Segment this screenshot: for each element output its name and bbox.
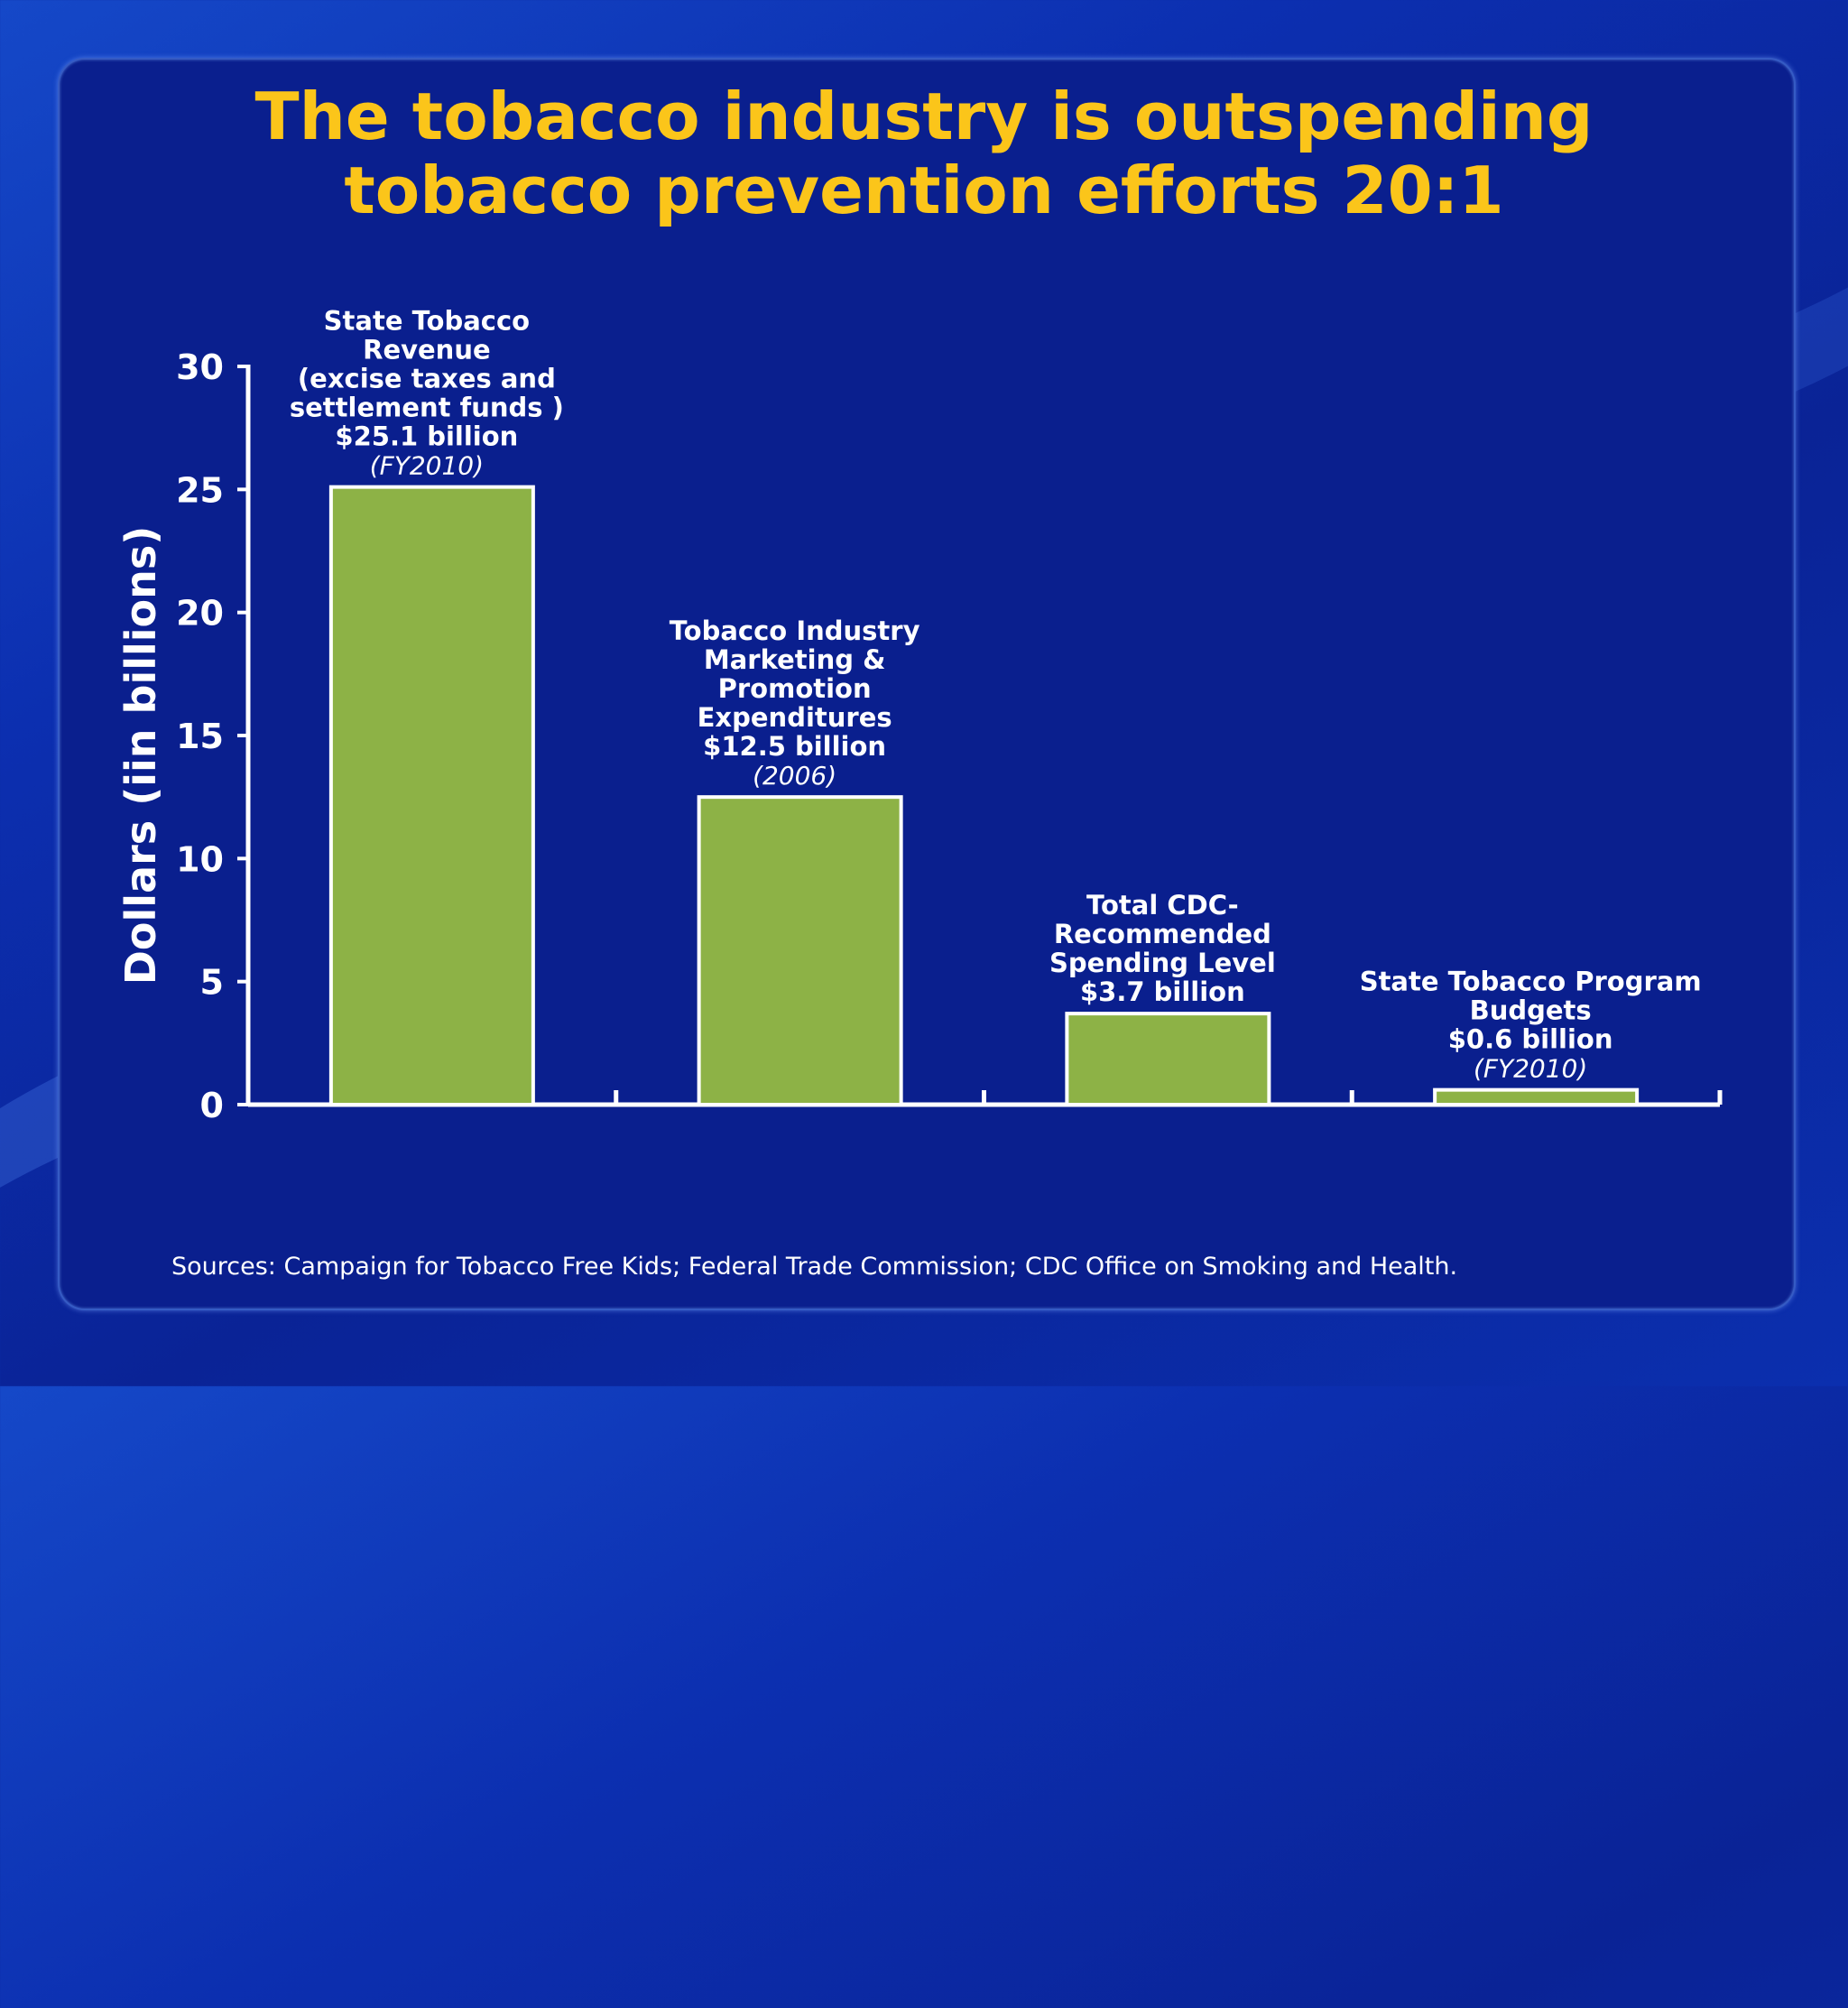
bar	[697, 795, 903, 1107]
bar-label: Budgets	[1470, 995, 1592, 1026]
y-tick-label: 10	[176, 839, 224, 879]
y-tick-label: 20	[176, 594, 224, 634]
bar-label: Recommended	[1054, 919, 1271, 949]
bar-chart: 0 5 10 15 20 25 30 Dollars (iin billions) State …	[116, 306, 1723, 1125]
bar-label-note: (2006)	[753, 761, 836, 791]
bar-label: $12.5 billion	[703, 731, 886, 762]
bar-label-note: (FY2010)	[370, 451, 484, 481]
y-axis-title: Dollars (iin billions)	[116, 526, 165, 985]
bar-label: State Tobacco Program	[1360, 967, 1702, 997]
y-tick-label: 0	[200, 1086, 224, 1125]
bar	[1065, 1012, 1271, 1106]
chart-title-line-2: tobacco prevention efforts 20:1	[344, 153, 1504, 228]
bar-label: Revenue	[363, 335, 491, 366]
source-note: Sources: Campaign for Tobacco Free Kids;…	[171, 1253, 1458, 1281]
y-tick-label: 25	[176, 470, 224, 510]
bar-label: settlement funds )	[290, 393, 564, 423]
bar-label: $25.1 billion	[335, 421, 518, 452]
bar-label: Spending Level	[1049, 948, 1276, 978]
bar-label: Tobacco Industry	[670, 615, 920, 646]
bar-label: Total CDC-	[1086, 890, 1239, 921]
bar-label: (excise taxes and	[298, 364, 556, 394]
chart-title: The tobacco industry is outspending toba…	[0, 79, 1848, 227]
bar-label: $0.6 billion	[1448, 1024, 1613, 1055]
bar-label: $3.7 billion	[1080, 976, 1245, 1007]
bar-label: Expenditures	[698, 702, 892, 733]
chart-title-line-1: The tobacco industry is outspending	[254, 79, 1594, 154]
bar	[1433, 1087, 1640, 1107]
bar-label-note: (FY2010)	[1474, 1054, 1587, 1084]
y-tick-label: 30	[176, 347, 224, 387]
y-tick-label: 5	[200, 963, 224, 1003]
bar-label: Promotion	[718, 673, 872, 704]
bar-label: Marketing &	[704, 644, 886, 675]
bar	[328, 485, 535, 1106]
bar-label: State Tobacco	[324, 306, 530, 337]
y-tick-label: 15	[176, 717, 224, 756]
